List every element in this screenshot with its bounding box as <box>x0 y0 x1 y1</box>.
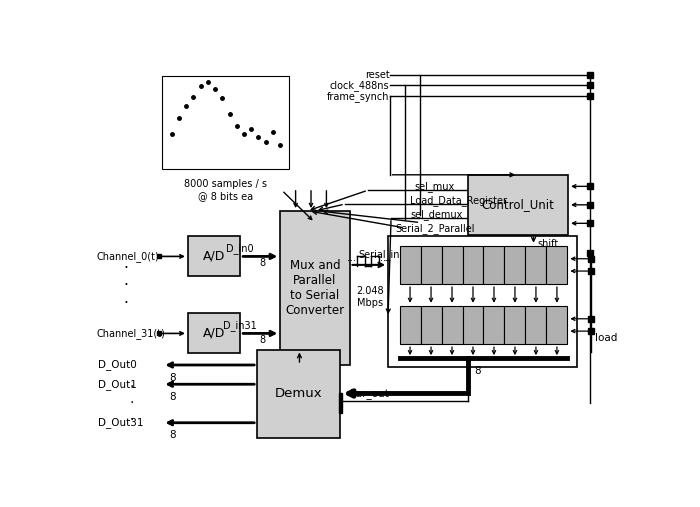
Text: 2.048
Mbps: 2.048 Mbps <box>356 286 384 308</box>
Text: sel_mux: sel_mux <box>414 181 454 192</box>
Bar <box>505 245 526 284</box>
Text: Par_out: Par_out <box>349 388 389 399</box>
Text: 8000 samples / s
@ 8 bits ea: 8000 samples / s @ 8 bits ea <box>184 179 267 201</box>
Bar <box>526 306 547 344</box>
Bar <box>400 306 421 344</box>
Bar <box>463 245 484 284</box>
Text: D_in31: D_in31 <box>223 320 257 331</box>
Text: Serial_in: Serial_in <box>358 248 400 260</box>
Text: Channel_0(t): Channel_0(t) <box>97 251 160 262</box>
Text: reset: reset <box>365 69 389 80</box>
Text: Control_Unit: Control_Unit <box>482 198 554 211</box>
Text: sel_demux: sel_demux <box>410 208 463 220</box>
Bar <box>188 236 240 276</box>
Bar <box>468 175 568 235</box>
Text: A/D: A/D <box>203 250 225 263</box>
Text: 8: 8 <box>169 373 176 383</box>
Text: 8: 8 <box>169 392 176 402</box>
Bar <box>421 306 442 344</box>
Bar <box>162 76 290 169</box>
Bar <box>463 306 484 344</box>
Text: frame_synch: frame_synch <box>327 91 389 102</box>
Text: 8: 8 <box>260 335 265 345</box>
Bar <box>484 245 505 284</box>
Text: ···: ··· <box>379 256 389 266</box>
Text: Mux and
Parallel
to Serial
Converter: Mux and Parallel to Serial Converter <box>286 259 344 317</box>
Text: 8: 8 <box>474 366 481 376</box>
Text: Serial_2_Parallel: Serial_2_Parallel <box>395 223 475 234</box>
Bar <box>526 245 547 284</box>
Text: D_Out0: D_Out0 <box>99 359 137 371</box>
Bar <box>421 245 442 284</box>
Text: ···: ··· <box>346 256 356 266</box>
Text: clock_488ns: clock_488ns <box>330 80 389 91</box>
Text: shift: shift <box>538 239 559 249</box>
Bar <box>188 313 240 353</box>
Bar <box>400 245 421 284</box>
Bar <box>280 211 349 365</box>
Text: load: load <box>595 333 617 343</box>
Text: Load_Data_Register: Load_Data_Register <box>410 195 508 206</box>
Bar <box>442 306 463 344</box>
Bar <box>484 306 505 344</box>
Bar <box>257 350 340 438</box>
Text: 8: 8 <box>260 258 265 268</box>
Text: A/D: A/D <box>203 327 225 340</box>
Bar <box>547 306 568 344</box>
Text: D_Out1: D_Out1 <box>99 379 137 390</box>
Bar <box>505 306 526 344</box>
Bar <box>388 236 578 367</box>
Text: ·
·
·: · · · <box>124 261 129 311</box>
Text: D_Out31: D_Out31 <box>99 417 144 428</box>
Bar <box>339 393 342 413</box>
Text: 8: 8 <box>169 430 176 441</box>
Bar <box>442 245 463 284</box>
Text: Channel_31(t): Channel_31(t) <box>97 328 166 339</box>
Bar <box>547 245 568 284</box>
Text: ·
·
·: · · · <box>130 380 134 427</box>
Text: Demux: Demux <box>275 387 323 401</box>
Text: D_in0: D_in0 <box>226 243 254 254</box>
